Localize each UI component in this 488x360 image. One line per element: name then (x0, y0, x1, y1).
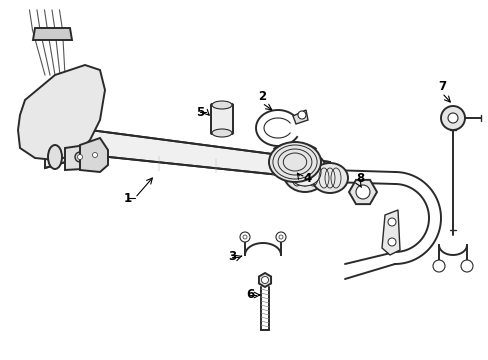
Polygon shape (348, 180, 376, 204)
Ellipse shape (283, 152, 326, 192)
Text: 4: 4 (303, 171, 311, 184)
FancyBboxPatch shape (210, 104, 232, 134)
Ellipse shape (268, 142, 320, 182)
Ellipse shape (288, 158, 320, 186)
Circle shape (460, 260, 472, 272)
Circle shape (279, 235, 283, 239)
Text: 8: 8 (355, 171, 364, 184)
Circle shape (447, 113, 457, 123)
Circle shape (440, 106, 464, 130)
Circle shape (387, 238, 395, 246)
Circle shape (90, 150, 100, 160)
Text: 6: 6 (245, 288, 254, 302)
Ellipse shape (212, 101, 231, 109)
Text: 3: 3 (227, 251, 236, 264)
Circle shape (240, 232, 249, 242)
Circle shape (77, 154, 82, 159)
Circle shape (355, 185, 369, 199)
Ellipse shape (212, 129, 231, 137)
Text: 2: 2 (257, 90, 265, 103)
Polygon shape (80, 138, 108, 172)
Text: 1: 1 (123, 192, 132, 204)
Polygon shape (381, 210, 399, 255)
Circle shape (275, 232, 285, 242)
Polygon shape (259, 273, 270, 287)
Circle shape (297, 111, 305, 119)
Text: 5: 5 (196, 105, 203, 118)
Polygon shape (65, 143, 108, 170)
Circle shape (75, 152, 85, 162)
Text: 7: 7 (437, 80, 445, 93)
Circle shape (387, 218, 395, 226)
Circle shape (432, 260, 444, 272)
Circle shape (92, 153, 97, 158)
Circle shape (261, 276, 268, 284)
Ellipse shape (48, 145, 62, 169)
Circle shape (243, 235, 246, 239)
Polygon shape (292, 110, 307, 124)
Ellipse shape (311, 163, 347, 193)
Polygon shape (45, 130, 329, 180)
Polygon shape (18, 65, 105, 160)
Polygon shape (33, 28, 72, 40)
